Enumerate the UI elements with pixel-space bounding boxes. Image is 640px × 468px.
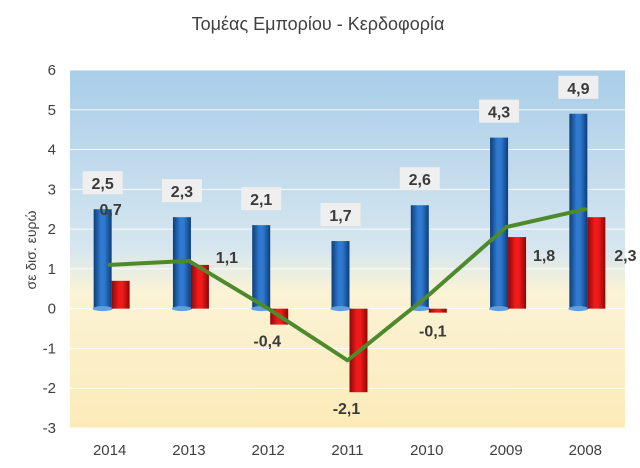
data-label-red: 1,1 xyxy=(216,250,238,267)
x-tick-label: 2011 xyxy=(331,442,363,459)
data-label-blue: 2,1 xyxy=(250,192,272,209)
x-tick-label: 2010 xyxy=(410,442,443,459)
trend-polyline xyxy=(107,207,588,363)
x-tick-label: 2014 xyxy=(93,442,126,459)
data-label-blue-bg xyxy=(399,167,440,191)
x-tick-label: 2008 xyxy=(569,442,602,459)
data-label-blue: 2,6 xyxy=(409,172,431,189)
y-axis-ticks: 6 5 4 3 2 1 0 -1 -2 -3 xyxy=(43,62,56,437)
bar-blue-base xyxy=(489,306,510,312)
y-tick-label: 1 xyxy=(48,261,56,278)
data-label-red: 0,7 xyxy=(100,202,122,219)
bar-blue xyxy=(93,209,112,309)
data-label-blue-bg xyxy=(241,187,282,211)
bars xyxy=(92,113,606,393)
data-labels: 2,5 0,7 2,3 1,1 2,1 -0,4 1,7 -2,1 2,6 -0,1 4,3 1,8 4… xyxy=(82,75,637,418)
x-tick-label: 2013 xyxy=(172,442,205,459)
y-tick-label: -2 xyxy=(43,380,56,397)
data-label-blue: 4,9 xyxy=(567,81,589,98)
bar-red xyxy=(111,280,130,309)
data-label-blue-bg xyxy=(558,75,599,99)
bar-red xyxy=(587,217,606,309)
bar-blue xyxy=(331,241,350,309)
data-label-blue-bg xyxy=(82,171,123,195)
data-label-blue: 1,7 xyxy=(329,208,351,225)
data-label-blue: 4,3 xyxy=(488,105,510,122)
bar-blue-base xyxy=(92,306,113,312)
y-axis-title: σε δισ. ευρώ xyxy=(23,210,39,289)
y-tick-label: 3 xyxy=(48,181,56,198)
x-axis-ticks: 2014 2013 2012 2011 2010 2009 2008 xyxy=(93,442,602,459)
bar-blue-base xyxy=(568,306,589,312)
bar-blue-base xyxy=(171,306,192,312)
data-label-red: -0,4 xyxy=(253,334,281,351)
data-label-blue: 2,3 xyxy=(171,184,193,201)
data-label-blue: 2,5 xyxy=(92,176,114,193)
data-label-blue-bg xyxy=(161,179,202,203)
y-tick-label: 5 xyxy=(48,102,56,119)
y-tick-label: -1 xyxy=(43,340,56,357)
y-tick-label: 4 xyxy=(48,142,56,159)
bar-blue xyxy=(410,205,429,309)
bar-red xyxy=(428,308,447,313)
data-label-red: 1,8 xyxy=(533,248,555,265)
y-tick-label: 6 xyxy=(48,62,56,79)
bar-blue xyxy=(490,137,509,309)
bar-red xyxy=(508,237,527,309)
chart-title: Τομέας Εμπορίου - Κερδοφορία xyxy=(192,14,445,34)
trend-line xyxy=(107,207,588,363)
data-label-blue-bg xyxy=(320,203,361,227)
bar-red xyxy=(190,264,209,309)
x-tick-label: 2012 xyxy=(252,442,285,459)
x-tick-label: 2009 xyxy=(489,442,522,459)
data-label-blue-bg xyxy=(479,99,520,123)
data-label-red: -0,1 xyxy=(419,324,447,341)
y-tick-label: -3 xyxy=(43,420,56,437)
bar-blue xyxy=(252,225,271,309)
y-tick-label: 0 xyxy=(48,301,56,318)
bar-blue-base xyxy=(330,306,351,312)
data-label-red: 2,3 xyxy=(614,248,636,265)
data-label-red: -2,1 xyxy=(333,401,361,418)
y-tick-label: 2 xyxy=(48,221,56,238)
